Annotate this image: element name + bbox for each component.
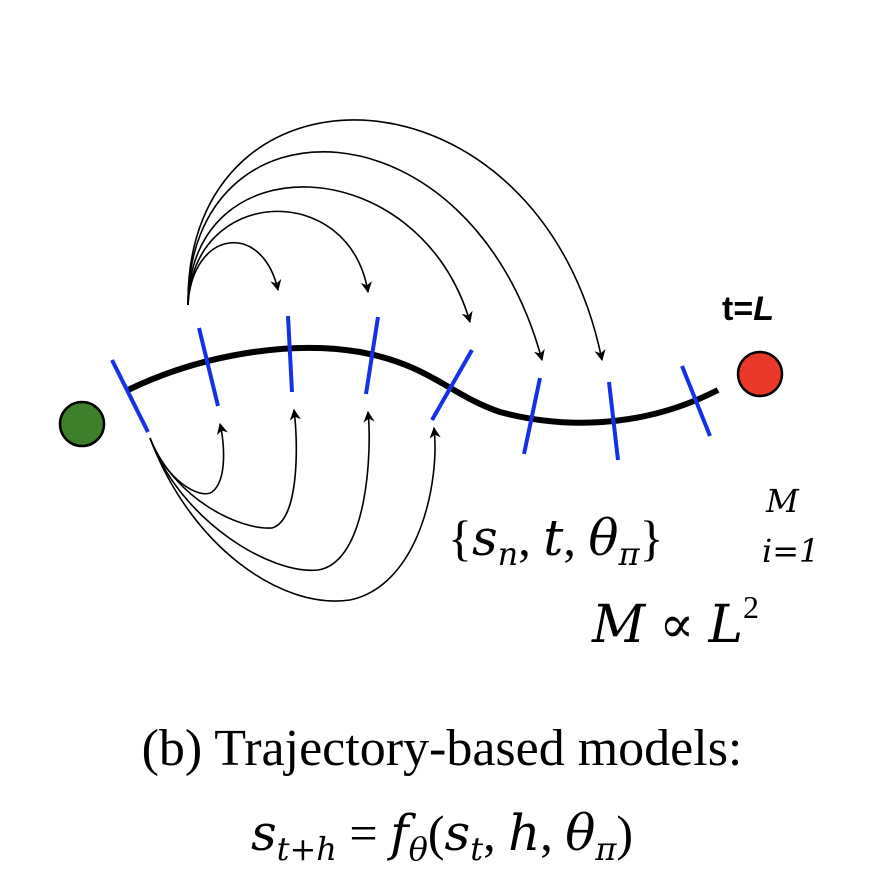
proportional-expression: M ∝ L2 bbox=[591, 589, 759, 655]
set-s: s bbox=[472, 509, 498, 567]
caption-open-paren: ( bbox=[428, 805, 445, 861]
caption-close-paren: ) bbox=[616, 805, 633, 861]
end-node bbox=[736, 350, 784, 398]
caption-eq: = bbox=[337, 805, 390, 861]
prop-lhs: M bbox=[591, 595, 647, 655]
set-comma-2: , bbox=[563, 510, 588, 566]
caption-line-2: st+h = fθ(st, h, θπ) bbox=[251, 804, 633, 868]
lower-arrow-3 bbox=[149, 410, 375, 572]
caption-line-1: (b) Trajectory-based models: bbox=[142, 720, 743, 777]
upper-arrow-2 bbox=[187, 210, 372, 306]
tick-5 bbox=[430, 349, 474, 421]
upper-arrow-1 bbox=[187, 241, 282, 306]
upper-arrows bbox=[187, 119, 606, 362]
trajectory-curve bbox=[126, 344, 720, 426]
caption-arg-s-sub: t bbox=[470, 830, 483, 868]
caption-arg-theta-sub: π bbox=[594, 830, 617, 868]
prop-rhs-sup: 2 bbox=[743, 589, 759, 625]
tick-3 bbox=[286, 315, 294, 393]
caption-s: s bbox=[251, 804, 277, 862]
trajectory-ticks bbox=[110, 315, 712, 461]
caption-comma-1: , bbox=[483, 805, 508, 861]
set-s-sub: n bbox=[498, 535, 519, 573]
set-subscript: i=1 bbox=[762, 532, 819, 570]
set-close-brace: } bbox=[640, 510, 664, 566]
set-expression: {sn, t, θπ} bbox=[448, 509, 664, 573]
tick-6 bbox=[522, 377, 542, 455]
caption-arg-theta: θ bbox=[565, 804, 595, 862]
end-label-prefix: t= bbox=[722, 290, 753, 328]
lower-arrows bbox=[149, 408, 441, 602]
set-theta-sub: π bbox=[617, 535, 640, 573]
prop-rhs: L bbox=[707, 595, 743, 655]
end-label: t=L bbox=[722, 290, 774, 328]
tick-4 bbox=[364, 316, 380, 395]
set-t: t bbox=[543, 509, 564, 567]
caption-comma-2: , bbox=[540, 805, 565, 861]
tick-7 bbox=[607, 381, 620, 461]
upper-arrow-5 bbox=[187, 119, 606, 362]
upper-arrow-3 bbox=[187, 186, 473, 324]
set-superscript: M bbox=[765, 482, 800, 520]
tick-1 bbox=[110, 359, 150, 433]
caption-arg-h: h bbox=[508, 804, 540, 862]
caption-s-sub: t+h bbox=[277, 830, 337, 868]
set-open-brace: { bbox=[448, 510, 472, 566]
set-comma-1: , bbox=[518, 510, 543, 566]
caption-arg-s: s bbox=[445, 804, 471, 862]
end-label-var: L bbox=[753, 290, 774, 328]
prop-op: ∝ bbox=[659, 597, 694, 654]
tick-2 bbox=[197, 327, 220, 407]
lower-arrow-4 bbox=[149, 426, 441, 602]
upper-arrow-4 bbox=[187, 151, 545, 362]
caption-f-sub: θ bbox=[409, 830, 428, 868]
lower-arrow-2 bbox=[149, 408, 301, 529]
set-theta: θ bbox=[588, 509, 618, 567]
start-node bbox=[58, 400, 106, 448]
tick-8 bbox=[680, 365, 712, 437]
